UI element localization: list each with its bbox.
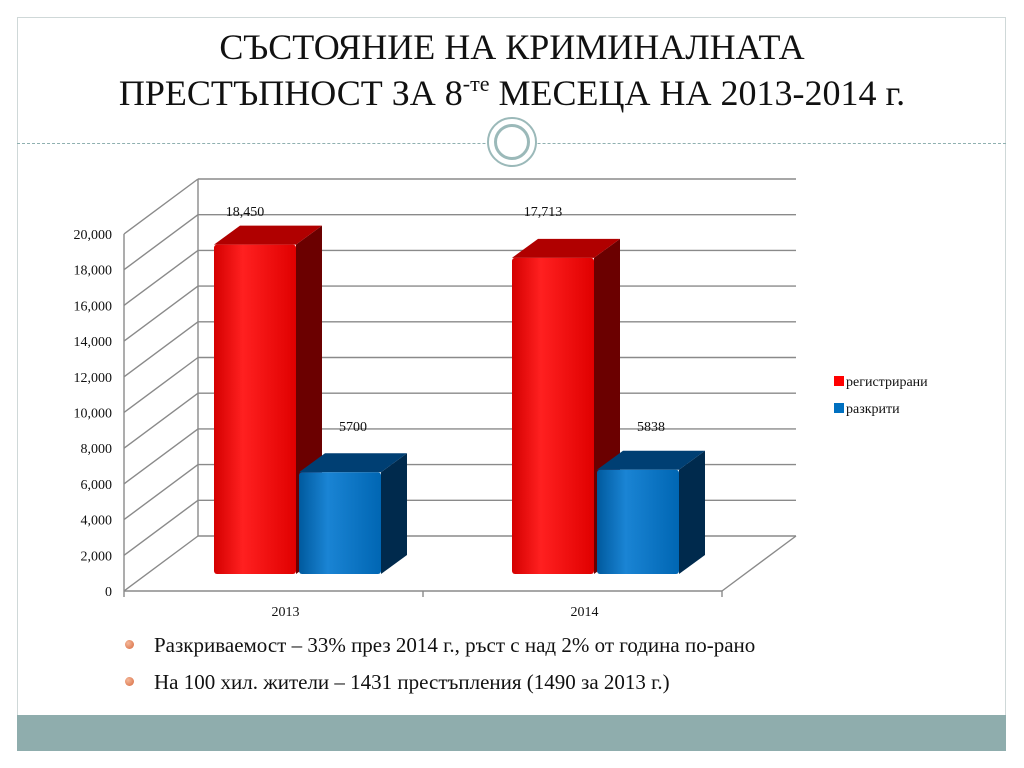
data-label: 5700 [339, 420, 367, 435]
bullet-item: На 100 хил. жители – 1431 престъпления (… [122, 667, 755, 704]
title-line-2-start: ПРЕСТЪПНОСТ ЗА 8 [118, 73, 463, 113]
x-category-label: 2013 [272, 605, 300, 620]
bullet-list: Разкриваемост – 33% през 2014 г., ръст с… [122, 630, 755, 704]
bar-solved-2013 [299, 472, 381, 574]
gridline-depth [123, 428, 199, 485]
gridline-depth [123, 321, 199, 378]
gridline-depth [123, 249, 199, 306]
data-label: 17,713 [524, 205, 563, 220]
decorative-ring-icon [487, 117, 537, 167]
chart-legend: регистрирани разкрити [834, 375, 928, 417]
gridline-depth [123, 499, 199, 556]
legend-label: регистрирани [846, 375, 928, 390]
bullet-text: На 100 хил. жители – 1431 престъпления (… [154, 670, 670, 694]
gridline-depth [123, 464, 199, 521]
data-label: 5838 [637, 420, 665, 435]
bar-side [381, 453, 407, 574]
y-tick-label: 12,000 [74, 371, 113, 386]
y-tick-label: 2,000 [81, 549, 113, 564]
gridline-depth [123, 214, 199, 271]
y-tick-label: 4,000 [81, 514, 113, 529]
y-tick-label: 20,000 [74, 228, 113, 243]
legend-swatch [834, 376, 844, 386]
y-tick-label: 0 [105, 585, 112, 600]
legend-swatch [834, 403, 844, 413]
y-tick-label: 8,000 [81, 442, 113, 457]
y-tick-label: 14,000 [74, 335, 113, 350]
footer-bar [17, 715, 1006, 751]
x-category-label: 2014 [571, 605, 599, 620]
bar-side [679, 450, 705, 574]
title-line-2: ПРЕСТЪПНОСТ ЗА 8-те МЕСЕЦА НА 2013-2014 … [40, 70, 984, 116]
title-superscript: -те [462, 71, 490, 96]
title-line-2-end: МЕСЕЦА НА 2013-2014 г. [489, 73, 906, 113]
bar-top [597, 450, 705, 470]
data-label: 18,450 [226, 205, 265, 220]
bar-top [299, 453, 407, 473]
title-line-1: СЪСТОЯНИЕ НА КРИМИНАЛНАТА [219, 27, 805, 67]
gridline-depth [123, 535, 199, 592]
bar-top [512, 238, 620, 258]
y-tick-label: 18,000 [74, 264, 113, 279]
chart-labels: 2013 2014 18,450 5700 17,713 5838 [226, 205, 665, 620]
chart-bars [214, 225, 705, 575]
bar-registered-2013 [214, 244, 296, 575]
bar-top [214, 225, 322, 245]
y-tick-label: 10,000 [74, 407, 113, 422]
bullet-item: Разкриваемост – 33% през 2014 г., ръст с… [122, 630, 755, 667]
bullet-dot-icon [125, 677, 134, 686]
y-tick-label: 16,000 [74, 299, 113, 314]
floor-edge [721, 535, 797, 592]
gridline-depth [123, 356, 199, 414]
y-tick-label: 6,000 [81, 478, 113, 493]
gridline-depth [123, 392, 199, 449]
bullet-text: Разкриваемост – 33% през 2014 г., ръст с… [154, 633, 756, 657]
bar-registered-2014 [512, 257, 594, 574]
legend-label: разкрити [846, 402, 900, 417]
bar-solved-2014 [597, 469, 679, 574]
gridline-depth [123, 285, 199, 342]
bullet-dot-icon [125, 640, 134, 649]
gridline-depth [123, 178, 199, 235]
slide-title: СЪСТОЯНИЕ НА КРИМИНАЛНАТА ПРЕСТЪПНОСТ ЗА… [40, 24, 984, 116]
